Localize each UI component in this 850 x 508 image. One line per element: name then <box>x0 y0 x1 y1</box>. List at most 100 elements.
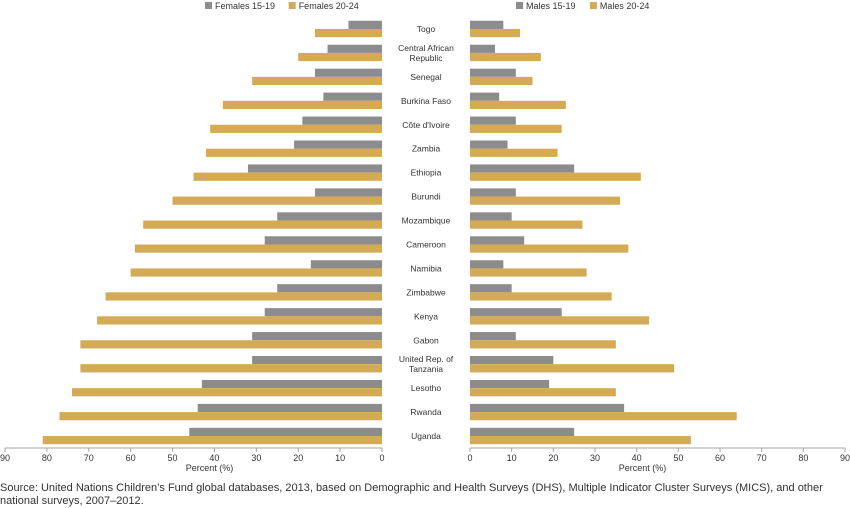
females-tick-label: 50 <box>168 453 178 463</box>
bar-males-15-19-zambia <box>470 140 508 149</box>
bar-females-20-24-kenya <box>97 316 383 325</box>
bar-males-15-19-burkina-faso <box>470 92 500 101</box>
legend-swatch-males-20-24 <box>589 2 597 9</box>
males-axis-title: Percent (%) <box>619 463 667 473</box>
bar-males-20-24-ethiopia <box>470 172 641 181</box>
females-tick-label: 20 <box>293 453 303 463</box>
males-panel: 0 10 20 30 40 50 60 70 80 90 Percent (%) <box>467 20 850 473</box>
country-label-senegal: Senegal <box>410 72 441 82</box>
bar-females-15-19-zimbabwe <box>277 284 382 293</box>
bar-females-15-19-central-african-republic <box>327 44 382 53</box>
bar-males-20-24-kenya <box>470 316 650 325</box>
bar-males-15-19-cote-d-ivoire <box>470 116 516 125</box>
legend-males: Males 15-19 Males 20-24 <box>516 1 649 11</box>
bar-males-15-19-togo <box>470 20 504 29</box>
bar-males-15-19-mozambique <box>470 212 512 221</box>
bar-females-20-24-uganda <box>42 436 382 445</box>
bar-females-15-19-gabon <box>252 332 382 341</box>
bar-males-15-19-cameroon <box>470 236 525 245</box>
bar-males-20-24-burundi <box>470 196 620 205</box>
bar-males-15-19-zimbabwe <box>470 284 512 293</box>
bar-females-20-24-mozambique <box>143 220 382 229</box>
bar-males-20-24-cote-d-ivoire <box>470 124 562 133</box>
bar-females-20-24-rwanda <box>59 412 382 421</box>
legend-label-males-15-19: Males 15-19 <box>526 1 576 11</box>
bar-males-20-24-lesotho <box>470 388 616 397</box>
males-tick-label: 40 <box>632 453 642 463</box>
bar-females-15-19-senegal <box>314 68 382 77</box>
bar-females-15-19-cameroon <box>264 236 382 245</box>
bar-males-15-19-senegal <box>470 68 516 77</box>
males-tick-label: 10 <box>507 453 517 463</box>
bar-males-15-19-ethiopia <box>470 164 575 173</box>
bar-males-20-24-togo <box>470 28 520 38</box>
bar-females-15-19-rwanda <box>197 403 382 413</box>
females-tick-label: 60 <box>126 453 136 463</box>
females-tick-label: 90 <box>0 453 10 463</box>
bar-males-20-24-zambia <box>470 148 558 157</box>
country-label-central-african-republic: Central African Republic <box>398 43 454 63</box>
country-label-namibia: Namibia <box>410 263 441 273</box>
bar-males-20-24-senegal <box>470 76 533 86</box>
females-axis-title: Percent (%) <box>186 463 234 473</box>
bar-females-20-24-senegal <box>252 76 382 86</box>
bar-females-20-24-gabon <box>80 340 383 349</box>
bar-males-20-24-uganda <box>470 436 691 445</box>
legend-swatch-males-15-19 <box>516 2 523 9</box>
bar-males-20-24-gabon <box>470 340 616 349</box>
females-tick-label: 70 <box>84 453 94 463</box>
bar-females-15-19-burundi <box>314 188 382 197</box>
pyramid-bar-chart: Females 15-19 Females 20-24 Males 15-19 Ma… <box>0 1 850 473</box>
bar-males-20-24-burkina-faso <box>470 100 566 110</box>
bar-females-20-24-burundi <box>172 196 382 205</box>
bar-males-20-24-mozambique <box>470 220 583 229</box>
bar-females-20-24-ethiopia <box>193 172 382 181</box>
bar-females-20-24-lesotho <box>72 388 383 397</box>
males-tick-label: 0 <box>467 453 472 463</box>
bar-males-15-19-lesotho <box>470 379 550 389</box>
bar-females-20-24-central-african-republic <box>298 52 382 62</box>
legend-females: Females 15-19 Females 20-24 <box>205 1 359 11</box>
country-label-burundi: Burundi <box>411 192 440 202</box>
females-tick-label: 10 <box>335 453 345 463</box>
bar-males-20-24-cameroon <box>470 244 629 253</box>
country-label-burkina-faso: Burkina Faso <box>401 96 451 106</box>
females-tick-label: 0 <box>379 453 384 463</box>
bar-males-15-19-united-rep-of-tanzania <box>470 355 554 365</box>
bar-females-20-24-cameroon <box>134 244 382 253</box>
bar-females-20-24-zambia <box>206 148 382 157</box>
bar-females-15-19-uganda <box>189 427 382 437</box>
males-tick-label: 30 <box>590 453 600 463</box>
country-label-zimbabwe: Zimbabwe <box>406 287 445 297</box>
legend-label-females-15-19: Females 15-19 <box>215 1 275 11</box>
legend-swatch-females-20-24 <box>288 2 296 9</box>
females-tick-label: 30 <box>251 453 261 463</box>
country-label-ethiopia: Ethiopia <box>411 168 442 178</box>
males-tick-label: 90 <box>840 453 850 463</box>
females-tick-label: 80 <box>42 453 52 463</box>
bar-females-15-19-burkina-faso <box>323 92 382 101</box>
bar-males-15-19-uganda <box>470 427 575 437</box>
males-tick-label: 50 <box>673 453 683 463</box>
males-tick-label: 20 <box>548 453 558 463</box>
bar-females-20-24-united-rep-of-tanzania <box>80 364 383 373</box>
bar-females-15-19-mozambique <box>277 212 382 221</box>
country-label-gabon: Gabon <box>413 335 439 345</box>
bar-males-20-24-zimbabwe <box>470 292 612 301</box>
bar-males-15-19-central-african-republic <box>470 44 495 53</box>
females-tick-label: 40 <box>209 453 219 463</box>
bar-females-15-19-namibia <box>310 260 382 269</box>
country-label-uganda: Uganda <box>411 431 441 441</box>
country-label-mozambique: Mozambique <box>402 216 451 226</box>
bar-females-20-24-cote-d-ivoire <box>210 124 382 133</box>
bar-males-15-19-burundi <box>470 188 516 197</box>
country-label-lesotho: Lesotho <box>411 383 442 393</box>
bar-males-15-19-kenya <box>470 308 562 317</box>
bar-females-15-19-united-rep-of-tanzania <box>252 355 382 365</box>
bar-females-20-24-namibia <box>130 268 382 277</box>
country-labels: Togo Central African Republic Senegal Burkin… <box>398 24 454 441</box>
bar-females-15-19-zambia <box>294 140 382 149</box>
country-label-cote-d-ivoire: Côte d'Ivoire <box>402 120 450 130</box>
bar-males-15-19-rwanda <box>470 403 625 413</box>
legend-label-females-20-24: Females 20-24 <box>299 1 359 11</box>
